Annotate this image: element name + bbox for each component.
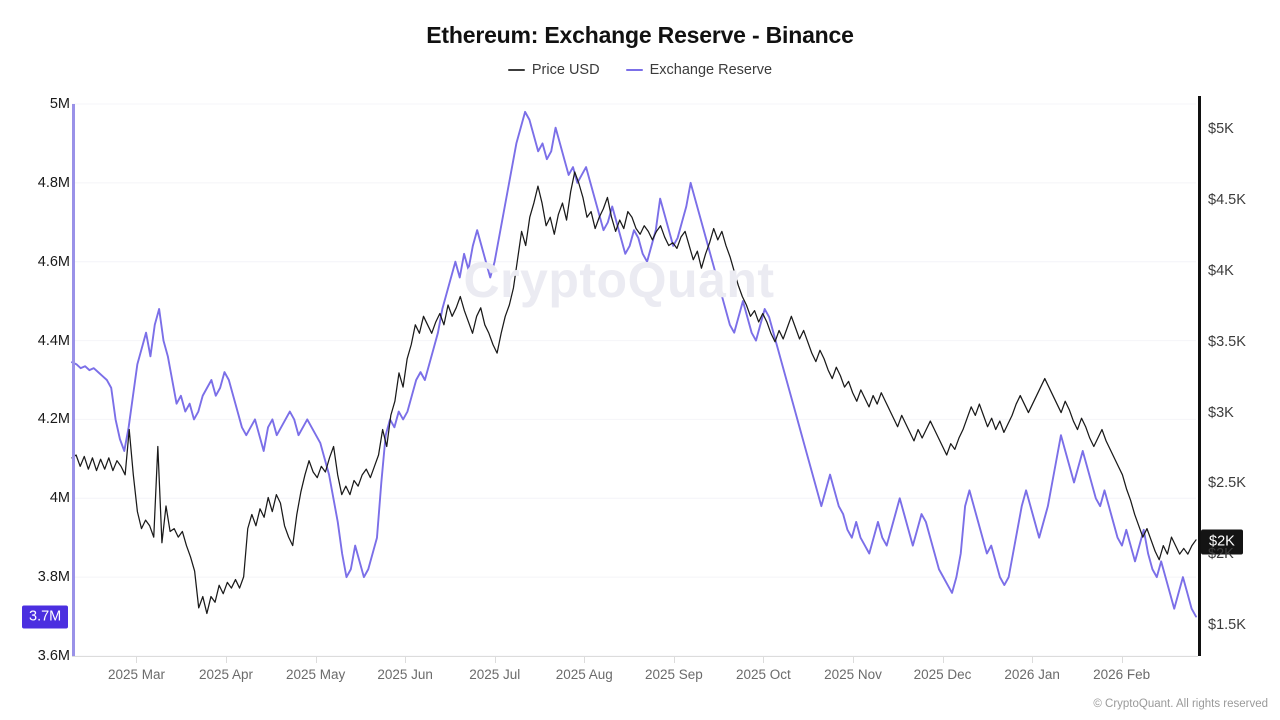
right-axis-spine (1198, 96, 1201, 656)
x-axis-tick (1032, 656, 1034, 663)
y-axis-left-tick-label: 4.6M (37, 253, 70, 270)
x-axis-tick-label: 2025 Mar (107, 667, 166, 682)
y-axis-right-tick-label: $3K (1208, 404, 1234, 421)
x-axis-tick-label: 2025 Jun (377, 667, 433, 682)
right-axis-current-value-badge: $2K (1201, 529, 1243, 555)
y-axis-right-tick-label: $4K (1208, 263, 1234, 279)
y-axis-left-tick-label: 4.4M (37, 332, 70, 349)
x-axis-tick (852, 656, 854, 663)
legend-swatch-price-usd (507, 69, 525, 71)
y-axis-right-tick-label: $5K (1208, 121, 1234, 138)
x-axis-tick (1121, 656, 1123, 663)
legend-label-exchange-reserve: Exchange Reserve (649, 62, 773, 78)
x-axis-tick (584, 656, 586, 663)
x-axis-tick-label: 2025 Nov (824, 667, 882, 682)
y-axis-left-tick-label: 3.6M (37, 648, 70, 664)
gridlines (72, 103, 1196, 657)
y-axis-left-tick-label: 4.8M (37, 174, 70, 191)
x-axis-tick (942, 656, 944, 663)
legend-label-price-usd: Price USD (531, 62, 600, 78)
legend-item-exchange-reserve[interactable]: Exchange Reserve (625, 62, 773, 78)
y-axis-right-tick-label: $2K (1208, 546, 1234, 563)
legend-swatch-exchange-reserve (625, 69, 643, 71)
chart-legend: Price USD Exchange Reserve (0, 62, 1280, 78)
y-axis-right-tick-label: $2.5K (1208, 475, 1246, 492)
y-axis-right-tick-label: $4.5K (1208, 192, 1246, 209)
left-axis-current-value-badge: 3.7M (22, 605, 69, 629)
x-axis-tick-label: 2025 Oct (736, 667, 791, 682)
x-axis-tick (673, 656, 675, 663)
series-line-price-usd (72, 172, 1196, 614)
x-axis-tick-label: 2025 Sep (644, 667, 703, 682)
x-axis-tick-label: 2025 May (285, 667, 346, 682)
series-line-exchange-reserve (72, 112, 1196, 617)
y-axis-right-tick-label: $3.5K (1208, 333, 1246, 350)
chart-title: Ethereum: Exchange Reserve - Binance (426, 22, 854, 48)
y-axis-left-tick-label: 4.2M (37, 411, 70, 428)
x-axis-tick-label: 2025 Apr (199, 667, 254, 682)
y-axis-right-tick-label: $1.5K (1208, 616, 1246, 633)
copyright-footer: © CryptoQuant. All rights reserved (1093, 698, 1268, 710)
x-axis-tick (226, 656, 228, 663)
plot-area: CryptoQuant (72, 103, 1196, 657)
x-axis-tick-label: 2026 Jan (1004, 667, 1060, 682)
x-axis-tick-label: 2026 Feb (1093, 667, 1151, 682)
y-axis-left-tick-label: 4M (49, 490, 70, 507)
y-axis-left-tick-label: 3.8M (37, 569, 70, 586)
x-axis-tick (315, 656, 317, 663)
y-axis-left-tick-label: 5M (49, 96, 70, 112)
legend-item-price-usd[interactable]: Price USD (507, 62, 600, 78)
x-axis-tick-label: 2025 Jul (469, 667, 521, 682)
x-axis-tick-label: 2025 Dec (913, 667, 972, 682)
x-axis-tick (763, 656, 765, 663)
x-axis-tick-label: 2025 Aug (555, 667, 613, 682)
x-axis-tick (405, 656, 407, 663)
plot-svg (72, 103, 1196, 657)
x-axis-tick (136, 656, 138, 663)
x-axis-tick (494, 656, 496, 663)
left-axis-spine (72, 104, 75, 656)
x-axis-spine (72, 656, 1198, 657)
